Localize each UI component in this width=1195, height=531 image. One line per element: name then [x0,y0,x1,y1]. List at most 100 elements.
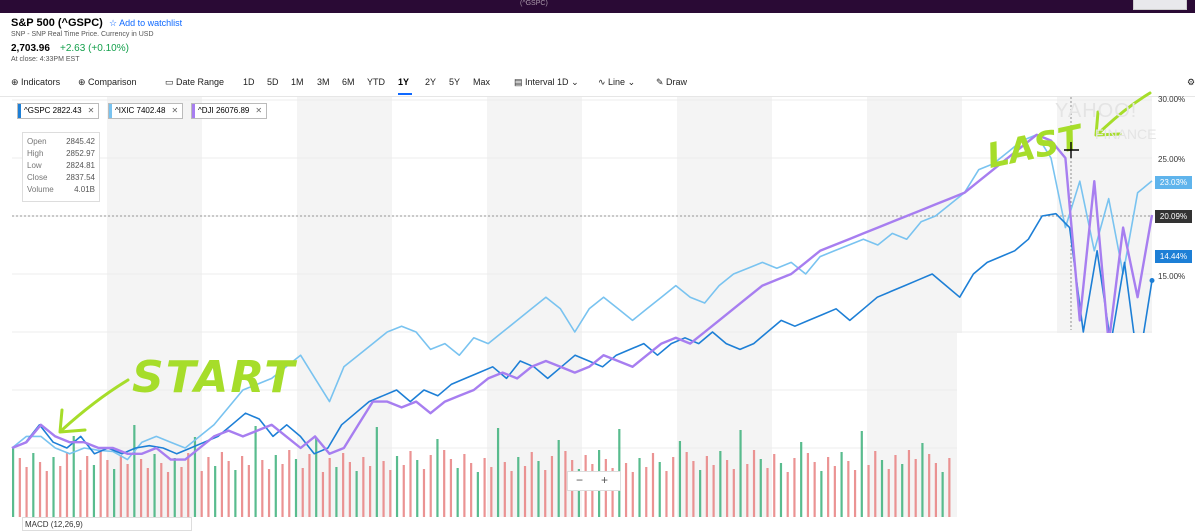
ohlc-open: Open 2845.42 [27,137,95,148]
watermark-finance: FINANCE [1095,126,1157,142]
indicators-label: Indicators [21,77,61,87]
volume-bar [187,453,190,517]
last-arrowhead [1094,110,1122,137]
range-1y[interactable]: 1Y [398,77,410,87]
volume-bar [463,454,466,517]
volume-bar [308,454,311,517]
range-3m[interactable]: 3M [317,77,330,87]
volume-bar [914,459,917,517]
volume-bar [59,466,62,517]
volume-bar [72,436,75,517]
volume-bar [342,453,345,517]
volume-bar [160,463,163,517]
volume-bar [921,443,924,517]
volume-bar [321,472,325,517]
volume-bar [12,447,15,517]
start-arrowhead [58,408,87,434]
ohlc-value: 2824.81 [66,161,95,170]
volume-bar [496,428,500,517]
volume-bar [773,454,776,517]
volume-bar [449,459,453,517]
volume-bar [665,471,668,517]
plus-circle-icon: ⊕ [78,77,89,87]
volume-bar [523,466,527,517]
range-6m[interactable]: 6M [342,77,355,87]
volume-bar [234,470,237,517]
range-1d[interactable]: 1D [243,77,255,87]
close-icon[interactable]: ✕ [87,106,95,115]
line-label: Line [608,77,626,87]
volume-bar [490,467,493,517]
ohlc-low: Low 2824.81 [27,161,95,172]
ohlc-volume: Volume 4.01B [27,185,95,196]
zoom-out-button[interactable]: − [576,473,584,487]
volume-bar [99,451,102,517]
volume-bar [941,472,944,517]
chip-ixic[interactable]: ^IXIC 7402.48 ✕ [108,103,184,119]
volume-bar [476,472,479,517]
indicators-button[interactable]: ⊕ Indicators [11,77,60,88]
range-ytd[interactable]: YTD [367,77,385,87]
range-5y[interactable]: 5Y [449,77,461,87]
volume-bar [422,469,426,517]
chip-dji[interactable]: ^DJI 26076.89 ✕ [191,103,268,119]
volume-bar [557,440,560,517]
quote-source: SNP - SNP Real Time Price. Currency in U… [11,31,154,38]
range-5d[interactable]: 5D [267,77,279,87]
draw-button[interactable]: ✎ Draw [656,77,687,88]
close-icon[interactable]: ✕ [255,106,263,115]
close-icon[interactable]: ✕ [171,106,179,115]
volume-bar [18,458,21,517]
range-2y[interactable]: 2Y [425,77,437,87]
volume-bar [651,453,655,517]
gspc-endpoint-dot [1149,277,1155,283]
chip-label: ^DJI 26076.89 [198,106,250,115]
volume-bar [752,450,756,517]
volume-bar [146,468,149,517]
volume-bar [382,461,385,517]
volume-bar [645,467,648,517]
ohlc-key: High [27,149,44,158]
date-range-button[interactable]: ▭ Date Range [165,77,224,88]
volume-bar [106,460,109,517]
volume-bar [860,431,863,517]
volume-bar [113,469,116,517]
topbar-button[interactable] [1133,0,1187,10]
volume-bar [874,451,877,517]
zoom-control: − + [567,471,621,491]
volume-bar [92,465,96,517]
range-1m[interactable]: 1M [291,77,304,87]
volume-bar [725,460,729,517]
comparison-button[interactable]: ⊕ Comparison [78,77,137,88]
chevron-down-icon: ⌄ [571,77,579,87]
volume-bar [315,438,318,517]
chip-gspc[interactable]: ^GSPC 2822.43 ✕ [17,103,100,119]
volume-bar [25,467,28,517]
volume-bar [207,457,210,517]
settings-icon[interactable]: ⚙ [1187,77,1195,87]
volume-bar [328,458,331,517]
range-max[interactable]: Max [473,77,491,87]
toolbar-divider [0,96,1195,97]
add-to-watchlist-button[interactable]: ☆ Add to watchlist [109,18,182,29]
quote-price: 2,703.96 [11,43,50,54]
chip-color-bar [18,104,21,118]
volume-bar [672,457,675,517]
volume-bar [362,457,365,517]
volume-bar [685,452,688,517]
volume-bar [38,462,42,517]
interval-dropdown[interactable]: ▤ Interval 1D ⌄ [514,77,579,88]
volume-bar [611,468,614,517]
volume-bar [503,462,506,517]
ohlc-key: Low [27,161,42,170]
volume-bar [166,472,170,517]
plus-circle-icon: ⊕ [11,77,22,87]
dji-value-tag: 20.09% [1155,210,1192,223]
line-dropdown[interactable]: ∿ Line ⌄ [598,77,635,88]
zoom-in-button[interactable]: + [601,473,609,487]
ohlc-value: 4.01B [74,185,95,194]
ohlc-tooltip: Open 2845.42 High 2852.97 Low 2824.81 Close… [22,132,100,202]
star-icon: ☆ [109,18,118,28]
